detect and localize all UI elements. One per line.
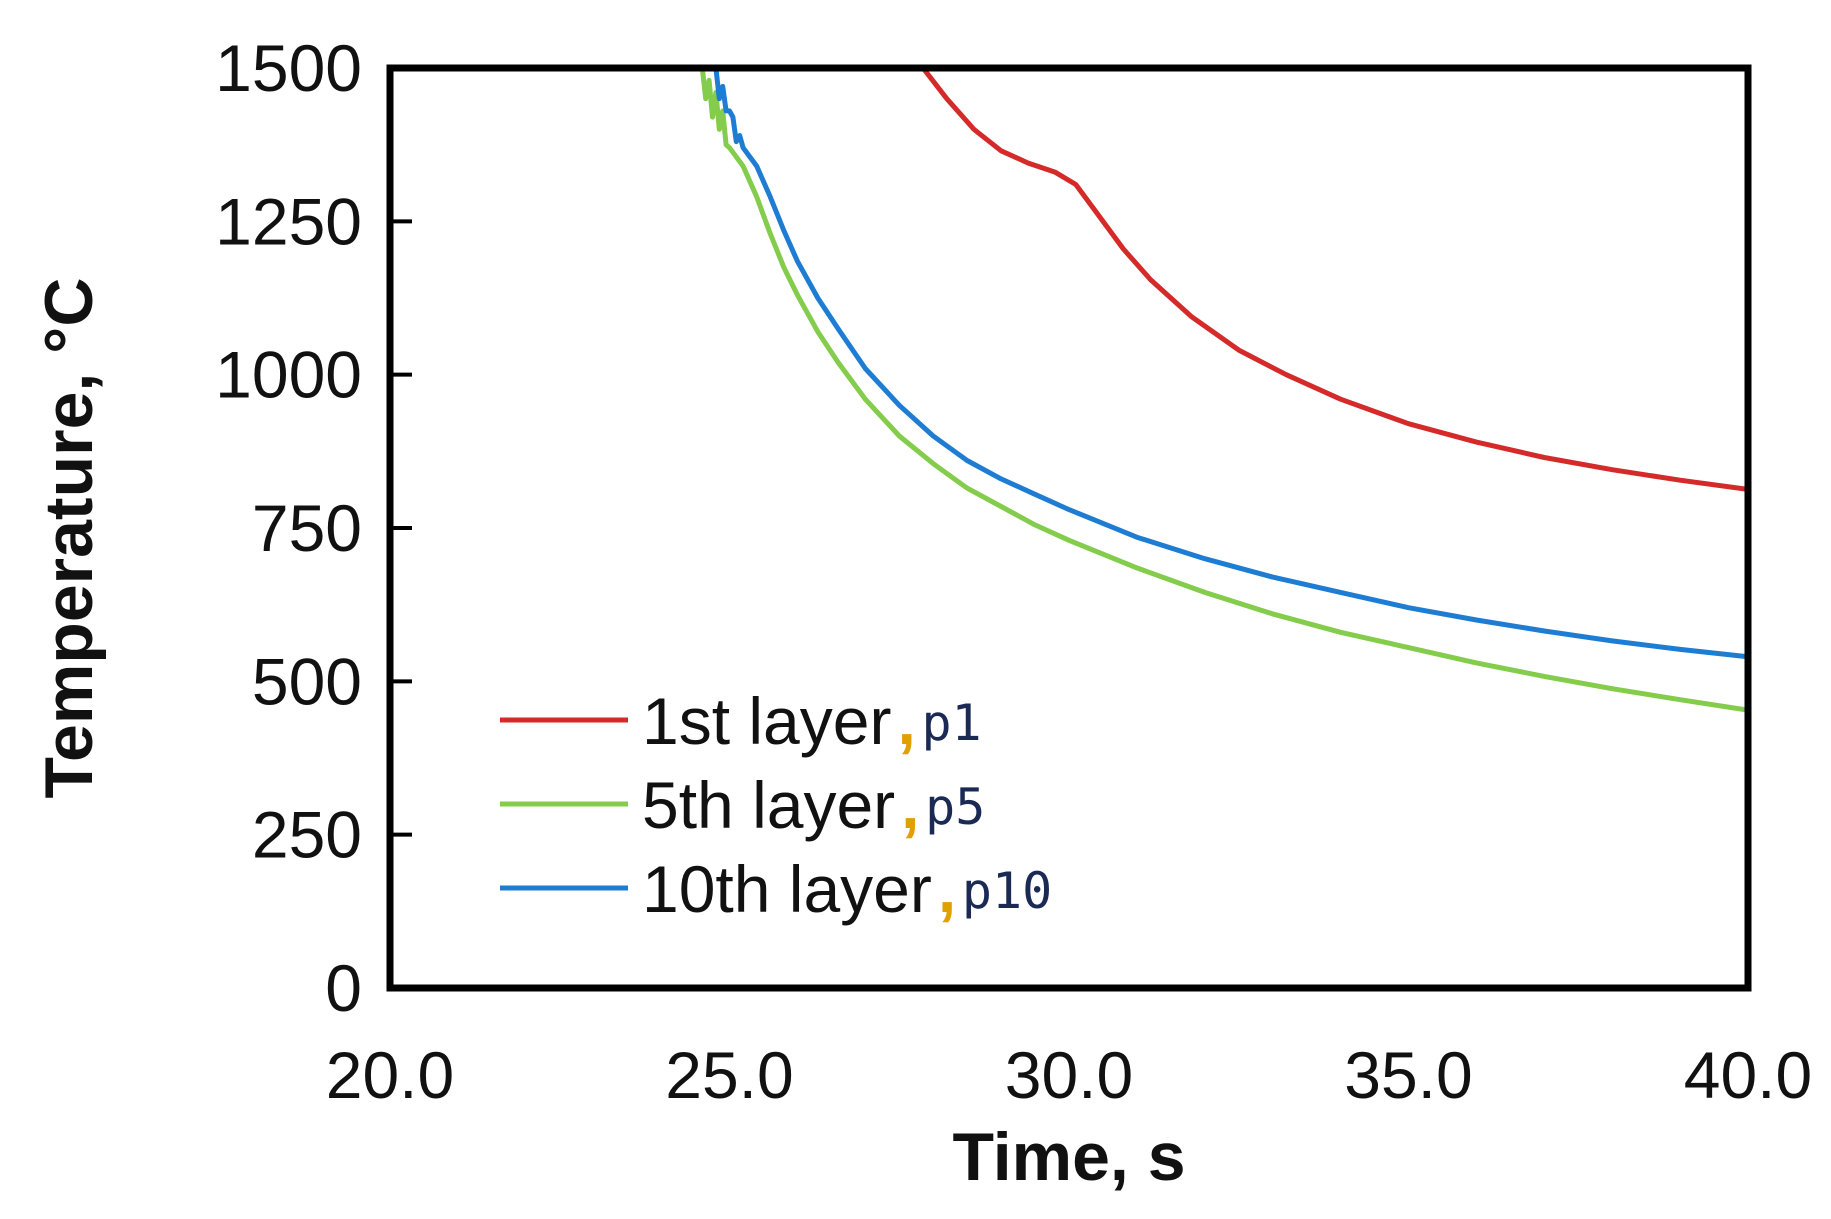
y-tick-label: 0 — [325, 951, 362, 1025]
legend-tag-p5: p5 — [925, 778, 985, 836]
legend-label-p10: 10th layer — [642, 852, 932, 926]
y-tick-label: 1000 — [215, 338, 362, 412]
legend-comma: , — [901, 768, 919, 842]
x-axis-title: Time, s — [952, 1119, 1185, 1195]
plot-frame — [386, 64, 1752, 992]
y-axis-title: Temperature, °C — [31, 278, 107, 799]
y-tick-label: 500 — [252, 644, 362, 718]
x-tick-label: 30.0 — [1005, 1038, 1133, 1112]
y-axis-ticks: 0 250 500 750 1000 1250 1500 — [215, 31, 412, 1025]
series-line-p1 — [920, 68, 1748, 492]
y-tick-label: 1500 — [215, 31, 362, 105]
y-tick-label: 250 — [252, 798, 362, 872]
series-line-p5 — [699, 68, 1748, 713]
legend-tag-p10: p10 — [962, 862, 1052, 920]
x-tick-label: 20.0 — [326, 1038, 454, 1112]
x-tick-label: 35.0 — [1344, 1038, 1472, 1112]
legend-tag-p1: p1 — [921, 694, 981, 752]
y-tick-label: 750 — [252, 491, 362, 565]
series-line-p10 — [713, 68, 1748, 660]
legend-label-p1: 1st layer — [642, 684, 891, 758]
x-axis-ticks: 20.0 25.0 30.0 35.0 40.0 — [326, 1038, 1812, 1112]
y-tick-label: 1250 — [215, 184, 362, 258]
series-lines — [699, 68, 1748, 713]
x-tick-label: 40.0 — [1684, 1038, 1812, 1112]
x-tick-label: 25.0 — [665, 1038, 793, 1112]
legend-comma: , — [897, 684, 915, 758]
legend-label-p5: 5th layer — [642, 768, 895, 842]
legend-comma: , — [938, 852, 956, 926]
